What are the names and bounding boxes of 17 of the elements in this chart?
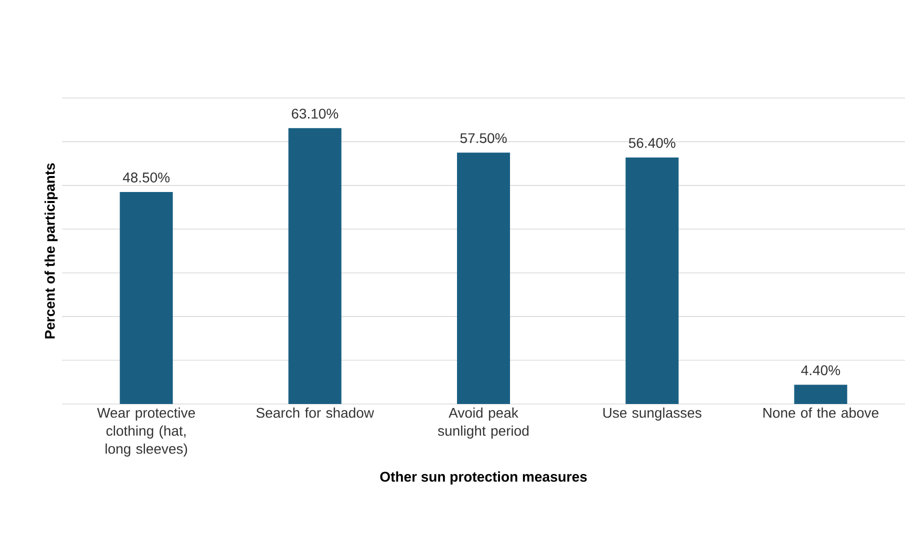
bar bbox=[120, 192, 173, 404]
data-label: 56.40% bbox=[628, 138, 676, 148]
bar bbox=[288, 128, 342, 404]
x-tick-label: Use sunglasses bbox=[603, 408, 702, 421]
x-tick-label: Wear protective clothing (hat, long sleeves) bbox=[97, 408, 195, 457]
bar bbox=[626, 157, 679, 404]
x-tick-label: None of the above bbox=[763, 408, 878, 418]
data-label: 63.10% bbox=[292, 108, 338, 119]
bar bbox=[457, 152, 510, 404]
data-label: 57.50% bbox=[460, 133, 507, 144]
x-tick-label: Avoid peak sunlight period bbox=[438, 408, 528, 439]
bar bbox=[794, 384, 848, 404]
y-axis-title: Percent of the participants bbox=[44, 163, 58, 338]
data-label: 48.50% bbox=[122, 172, 170, 182]
x-axis-title: Other sun protection measures bbox=[380, 471, 587, 484]
data-label: 4.40% bbox=[801, 365, 840, 376]
x-tick-label: Search for shadow bbox=[256, 408, 374, 418]
